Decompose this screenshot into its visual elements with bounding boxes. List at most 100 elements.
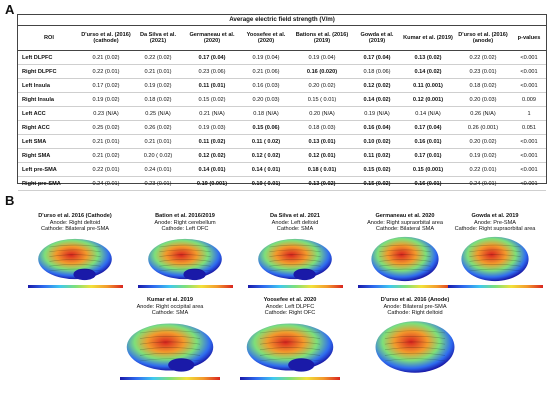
sulcus-line xyxy=(159,259,211,262)
sulcus-line xyxy=(139,358,201,362)
cathode-label: Cathode: SMA xyxy=(276,226,314,233)
colorbar xyxy=(247,285,343,289)
tile-caption: Yoosefee et al. 2020 Anode: Left DLPFC C… xyxy=(230,297,350,317)
roi-cell: Right SMA xyxy=(18,148,80,164)
brain-surface xyxy=(246,323,334,371)
brain-model-image xyxy=(126,323,214,372)
value-cell: 0.24 (0.01) xyxy=(132,162,184,178)
value-cell: 0.18 (0.03) xyxy=(292,120,352,136)
value-cell: 0.25 (0.02) xyxy=(80,120,132,136)
tile-caption: D'urso et al. 2016 (Anode) Anode: Bilate… xyxy=(355,297,475,317)
value-cell: 0.16 (0.01) xyxy=(402,134,454,150)
sulcus-line xyxy=(469,244,521,248)
roi-cell: Left Insula xyxy=(18,78,80,94)
model-tile-bation: Bation et al. 2016/2019 Anode: Right cer… xyxy=(130,213,240,289)
sulcus-line xyxy=(259,330,321,334)
value-cell: 0.15 (0.02) xyxy=(184,92,240,108)
cerebellum xyxy=(73,268,96,281)
cerebellum xyxy=(183,268,206,281)
sulcus-line xyxy=(139,336,201,340)
value-cell: 0.17 (0.04) xyxy=(352,50,402,66)
brain-model-image xyxy=(148,238,222,281)
value-cell: 0.16 (0.03) xyxy=(240,78,292,94)
value-cell: 0.19 (N/A) xyxy=(352,106,402,122)
roi-cell: Right Insula xyxy=(18,92,80,108)
study-name: Gowda et al. 2019 xyxy=(471,213,519,219)
sulcus-line xyxy=(379,244,431,248)
value-cell: 0.22 (0.01) xyxy=(80,64,132,80)
value-cell: <0.001 xyxy=(512,162,547,178)
value-cell: 0.21 (0.06) xyxy=(240,64,292,80)
value-cell: 0.19 (0.04) xyxy=(292,50,352,66)
sulcus-line xyxy=(379,264,431,267)
colorbar xyxy=(357,285,453,289)
study-name: Da Silva et al. 2021 xyxy=(269,213,321,219)
value-cell: 0.16 (0.01) xyxy=(402,176,454,192)
sulcus-line xyxy=(49,264,101,267)
value-cell: <0.001 xyxy=(512,176,547,192)
value-cell: 0.21 (0.02) xyxy=(80,50,132,66)
table-row: Right ACC 0.25 (0.02) 0.26 (0.02) 0.19 (0.0… xyxy=(18,120,547,136)
sulcus-line xyxy=(159,244,211,248)
value-cell: 0.17 (0.02) xyxy=(80,78,132,94)
value-cell: 0.009 xyxy=(512,92,547,108)
value-cell: 0.11 (0.02) xyxy=(184,134,240,150)
table-row: Right SMA 0.21 (0.02) 0.20 ( 0.02) 0.12 (0.… xyxy=(18,148,547,164)
value-cell: 0.18 (0.02) xyxy=(132,92,184,108)
sulcus-line xyxy=(159,264,211,267)
value-cell: 0.16 (0.04) xyxy=(352,120,402,136)
value-cell: 0.19 (0.04) xyxy=(240,50,292,66)
value-cell: 0.21 (0.02) xyxy=(80,148,132,164)
model-tile-dasilva: Da Silva et al. 2021 Anode: Left deltoid… xyxy=(240,213,350,289)
table-body: Left DLPFC 0.21 (0.02) 0.22 (0.02) 0.17 (0.… xyxy=(18,50,547,192)
value-cell: 0.18 (0.06) xyxy=(352,64,402,80)
value-cell: 0.18 (N/A) xyxy=(240,106,292,122)
panel-label-b: B xyxy=(5,193,15,208)
study-name: D'urso et al. 2016 (Cathode) xyxy=(38,213,112,219)
value-cell: 0.18 ( 0.01) xyxy=(292,162,352,178)
brain-model-image xyxy=(371,237,439,282)
column-header: Da Silva et al. (2021) xyxy=(132,25,184,52)
anode-label: Anode: Pre-SMA xyxy=(474,219,516,226)
anode-label: Anode: Right supraorbital area xyxy=(367,219,443,226)
value-cell: 0.26 (0.001) xyxy=(454,120,512,136)
brain-model-image xyxy=(246,323,334,372)
value-cell: 0.19 (0.02) xyxy=(454,148,512,164)
value-cell: 0.24 (0.01) xyxy=(454,176,512,192)
brain-model-image xyxy=(258,238,332,281)
value-cell: 0.11 (0.01) xyxy=(184,78,240,94)
value-cell: 0.22 (0.01) xyxy=(80,162,132,178)
model-tile-gowda: Gowda et al. 2019 Anode: Pre-SMA Cathode… xyxy=(440,213,550,289)
brain-surface xyxy=(371,237,439,282)
sulcus-line xyxy=(384,330,446,334)
value-cell: 0.23 (0.06) xyxy=(184,64,240,80)
column-header: D'urso et al. (2016) (cathode) xyxy=(80,25,132,52)
value-cell: 0.17 (0.01) xyxy=(402,148,454,164)
sulcus-line xyxy=(379,249,431,253)
table-header-row: ROI D'urso et al. (2016) (cathode) Da Si… xyxy=(18,25,547,52)
value-cell: 0.11 (0.001) xyxy=(402,78,454,94)
value-cell: 0.12 (0.01) xyxy=(292,148,352,164)
value-cell: 0.13 (0.02) xyxy=(402,50,454,66)
value-cell: 0.14 (0.01) xyxy=(184,162,240,178)
value-cell: 0.24 (0.01) xyxy=(80,176,132,192)
sulcus-line xyxy=(379,268,431,272)
value-cell: 0.21 (0.01) xyxy=(132,64,184,80)
value-cell: 0.22 (0.02) xyxy=(132,50,184,66)
model-tile-durso-anode: D'urso et al. 2016 (Anode) Anode: Bilate… xyxy=(355,297,475,375)
value-cell: 0.15 ( 0.01) xyxy=(292,92,352,108)
brain-model-image xyxy=(461,237,529,282)
value-cell: <0.001 xyxy=(512,78,547,94)
value-cell: 0.18 (0.02) xyxy=(454,78,512,94)
cathode-label: Cathode: Right deltoid xyxy=(387,310,443,317)
sulcus-line xyxy=(49,244,101,248)
sulcus-line xyxy=(269,268,321,272)
sulcus-line xyxy=(379,259,431,262)
sulcus-line xyxy=(379,254,431,258)
sulcus-line xyxy=(259,347,321,351)
sulcus-line xyxy=(384,341,446,345)
sulcus-line xyxy=(269,254,321,258)
value-cell: 0.11 ( 0.02) xyxy=(240,134,292,150)
value-cell: 0.19 (0.03) xyxy=(184,120,240,136)
brain-model-image xyxy=(38,238,112,281)
